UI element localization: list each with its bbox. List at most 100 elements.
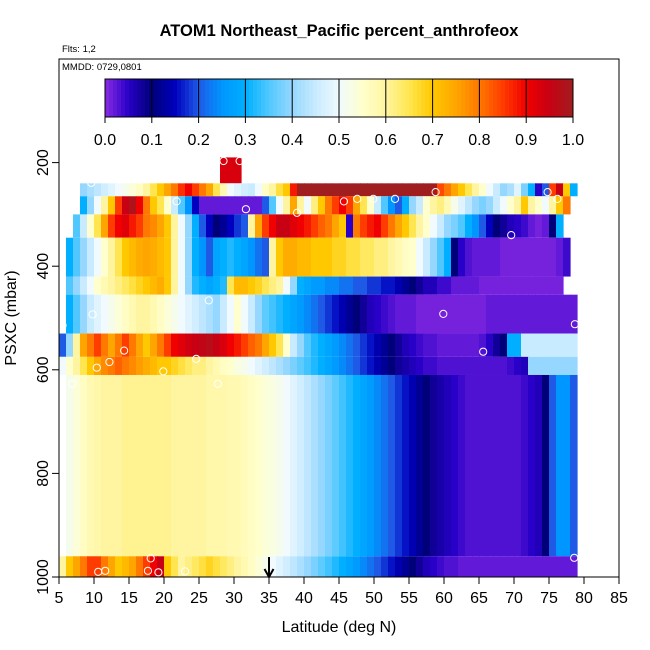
heatmap-cell xyxy=(339,556,347,577)
heatmap-cell xyxy=(143,237,151,277)
heatmap-cell xyxy=(290,196,298,215)
heatmap-cell xyxy=(395,237,403,277)
heatmap-cell xyxy=(423,276,431,295)
heatmap-cell xyxy=(304,356,312,375)
heatmap-cell xyxy=(283,276,291,295)
sample-point xyxy=(92,363,101,372)
heatmap-cell xyxy=(556,214,564,238)
heatmap-cell xyxy=(402,237,410,277)
heatmap-cell xyxy=(318,556,326,577)
heatmap-cell xyxy=(122,276,130,295)
heatmap-cell xyxy=(542,196,550,215)
heatmap-cell xyxy=(136,356,144,375)
heatmap-cell xyxy=(563,237,571,277)
heatmap-cell xyxy=(514,556,522,577)
colorbar-cell xyxy=(281,79,286,117)
heatmap-cell xyxy=(276,214,284,238)
heatmap-cell xyxy=(122,183,130,197)
x-axis: 5 10 15 20 25 30 35 40 45 50 55 60 65 70 75 80 85 xyxy=(55,577,628,607)
heatmap-cell xyxy=(129,237,137,277)
heatmap-cell xyxy=(479,333,487,357)
heatmap-cell xyxy=(528,374,536,557)
heatmap-cell xyxy=(507,237,515,277)
colorbar-cell xyxy=(453,79,458,117)
heatmap-cell xyxy=(367,196,375,215)
heatmap-cell xyxy=(213,276,221,295)
colorbar-cell xyxy=(485,79,490,117)
heatmap-cell xyxy=(192,374,200,557)
heatmap-cell xyxy=(528,333,536,357)
heatmap-cell xyxy=(360,294,368,334)
heatmap-cell xyxy=(479,556,487,577)
colorbar-tick-label: 0.2 xyxy=(187,132,209,149)
heatmap-cell xyxy=(493,214,501,238)
heatmap-cell xyxy=(381,356,389,375)
heatmap-cell xyxy=(94,237,102,277)
heatmap-cell xyxy=(276,237,284,277)
heatmap-cell xyxy=(164,196,172,215)
heatmap-cell xyxy=(514,237,522,277)
heatmap-cell xyxy=(178,276,186,295)
colorbar-ticks: 0.0 0.1 0.2 0.3 0.4 0.5 0.6 0.7 0.8 0.9 1.0 xyxy=(94,79,584,149)
heatmap-cell xyxy=(185,196,193,215)
heatmap-cell xyxy=(276,183,284,197)
heatmap-cell xyxy=(500,374,508,557)
heatmap-cell xyxy=(514,356,522,375)
colorbar-cell xyxy=(433,79,438,117)
colorbar-cell xyxy=(261,79,266,117)
heatmap-cell xyxy=(59,356,67,375)
heatmap-cell xyxy=(227,183,235,197)
heatmap-cell xyxy=(472,196,480,215)
colorbar-cell xyxy=(369,79,374,117)
heatmap-cell xyxy=(325,333,333,357)
sample-point xyxy=(180,567,190,576)
heatmap-cell xyxy=(234,276,242,295)
heatmap-cell xyxy=(346,356,354,375)
heatmap-cell xyxy=(59,333,67,357)
heatmap-cell xyxy=(220,214,228,238)
y-tick-label: 600 xyxy=(35,356,52,383)
heatmap-cell xyxy=(248,276,256,295)
heatmap-cell xyxy=(129,276,137,295)
heatmap-cell xyxy=(206,374,214,557)
heatmap-cell xyxy=(255,237,263,277)
heatmap-cell xyxy=(332,237,340,277)
heatmap-cell xyxy=(199,237,207,277)
heatmap-cell xyxy=(346,237,354,277)
heatmap-cell xyxy=(248,183,256,197)
heatmap-cell xyxy=(178,556,186,577)
heatmap-cell xyxy=(171,356,179,375)
heatmap-cell xyxy=(143,333,151,357)
heatmap-cell xyxy=(493,294,501,334)
colorbar-cell xyxy=(301,79,306,117)
heatmap-cell xyxy=(206,294,214,334)
heatmap-cell xyxy=(374,294,382,334)
colorbar: 0.0 0.1 0.2 0.3 0.4 0.5 0.6 0.7 0.8 0.9 1.0 xyxy=(94,78,584,149)
heatmap-cell xyxy=(318,374,326,557)
heatmap-cell xyxy=(136,276,144,295)
heatmap-cell xyxy=(164,556,172,577)
heatmap-cell xyxy=(255,294,263,334)
heatmap-cell xyxy=(542,333,550,357)
heatmap-cell xyxy=(164,374,172,557)
x-tick-label: 20 xyxy=(155,590,173,607)
heatmap-cell xyxy=(115,356,123,375)
heatmap-cell xyxy=(220,237,228,277)
heatmap-cell xyxy=(535,294,543,334)
sample-point xyxy=(235,156,244,166)
heatmap-cell xyxy=(262,196,270,215)
heatmap-cell xyxy=(528,196,536,215)
heatmap-cell xyxy=(437,556,445,577)
heatmap-cell xyxy=(157,196,165,215)
heatmap-cell xyxy=(311,237,319,277)
heatmap-cell xyxy=(556,294,564,334)
heatmap-cell xyxy=(87,214,95,238)
heatmap-cell xyxy=(409,556,417,577)
heatmap-cell xyxy=(255,183,263,197)
heatmap-cell xyxy=(332,333,340,357)
heatmap-cell xyxy=(157,294,165,334)
heatmap-cell xyxy=(416,237,424,277)
heatmap-cell xyxy=(136,294,144,334)
heatmap-cell xyxy=(234,183,242,197)
heatmap-cell xyxy=(549,196,557,215)
